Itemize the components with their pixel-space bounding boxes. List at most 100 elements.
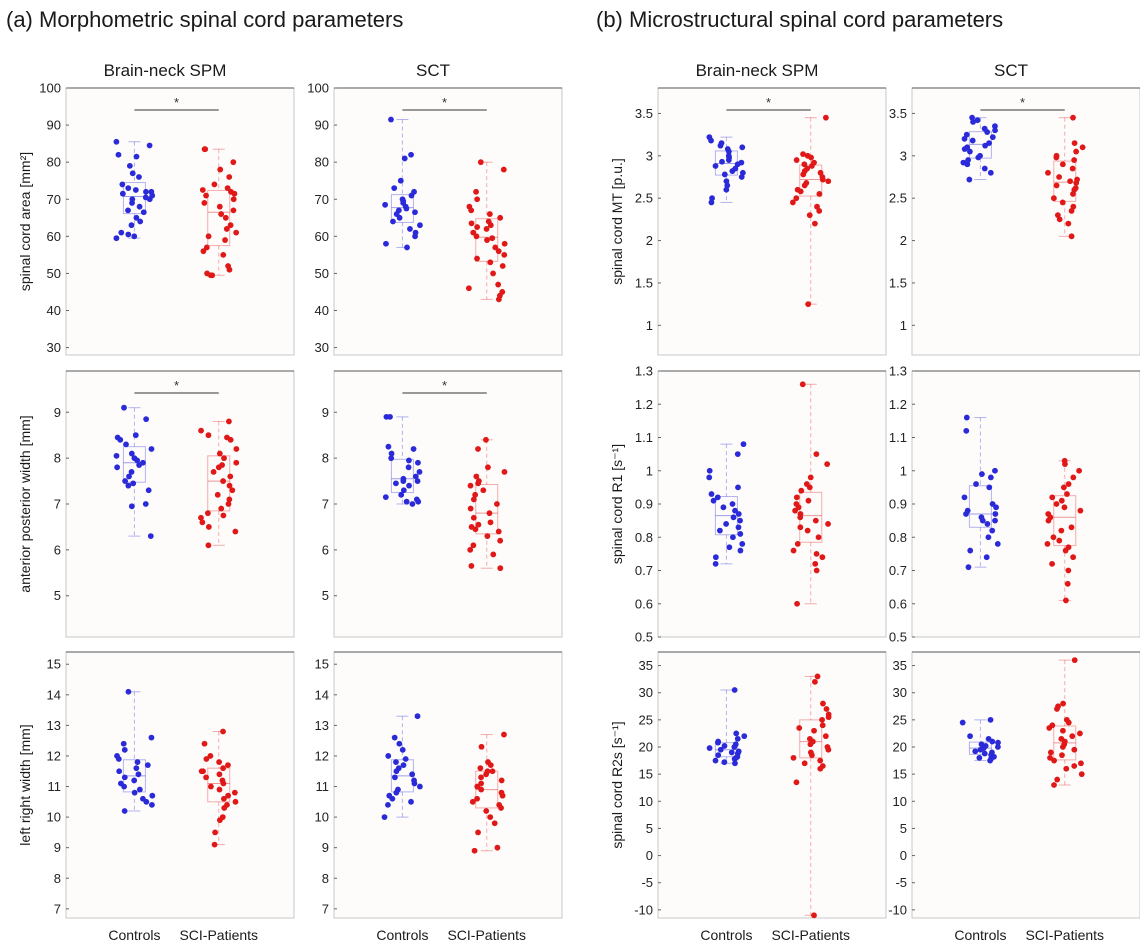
- data-point-patients: [478, 743, 485, 750]
- data-point-patients: [487, 814, 494, 821]
- data-point-controls: [125, 688, 132, 695]
- data-point-patients: [794, 541, 801, 547]
- data-point-patients: [1071, 657, 1078, 664]
- data-point-controls: [416, 783, 423, 790]
- data-point-patients: [501, 468, 508, 475]
- data-point-patients: [467, 482, 474, 489]
- data-point-controls: [967, 733, 973, 740]
- data-point-patients: [1073, 148, 1080, 155]
- y-tick-label: 0: [900, 848, 907, 863]
- data-point-controls: [144, 762, 151, 769]
- data-point-controls: [401, 155, 408, 162]
- data-point-controls: [126, 162, 133, 169]
- data-point-controls: [741, 733, 748, 740]
- data-point-patients: [501, 731, 507, 738]
- data-point-patients: [226, 418, 232, 425]
- data-point-controls: [974, 117, 981, 124]
- data-point-controls: [381, 814, 388, 821]
- data-point-controls: [984, 521, 991, 527]
- data-point-patients: [220, 765, 226, 772]
- data-point-patients: [811, 912, 817, 919]
- data-point-controls: [732, 760, 738, 767]
- subplot-2-3: -10 -5 0 5 10 15 20 25 30 35 Controls SCI-Patients: [888, 651, 1140, 943]
- data-point-patients: [797, 524, 804, 531]
- y-tick-label: 10: [893, 794, 907, 809]
- data-point-patients: [1068, 208, 1075, 214]
- data-point-controls: [385, 443, 392, 450]
- data-point-patients: [223, 226, 230, 232]
- y-tick-label: 12: [315, 748, 329, 763]
- data-point-controls: [729, 501, 736, 507]
- data-point-controls: [993, 504, 999, 511]
- data-point-patients: [1078, 771, 1085, 778]
- data-point-patients: [216, 771, 223, 778]
- data-point-patients: [793, 494, 800, 501]
- data-point-patients: [1068, 233, 1075, 240]
- data-point-patients: [474, 255, 480, 262]
- data-point-controls: [989, 134, 996, 141]
- data-point-patients: [824, 461, 831, 467]
- data-point-patients: [1062, 461, 1068, 467]
- data-point-controls: [717, 142, 724, 149]
- data-point-patients: [1070, 474, 1077, 481]
- y-tick-label: 3: [900, 148, 907, 163]
- data-point-patients: [794, 600, 800, 607]
- iqr-box: [1053, 725, 1077, 761]
- data-point-patients: [1053, 182, 1060, 189]
- data-point-controls: [720, 504, 727, 511]
- y-axis-label: spinal cord area [mm²]: [17, 152, 33, 291]
- data-point-controls: [134, 759, 141, 765]
- data-point-patients: [218, 211, 225, 217]
- data-point-controls: [987, 169, 994, 176]
- y-tick-label: 20: [639, 740, 653, 755]
- y-tick-label: 8: [54, 451, 61, 466]
- data-point-patients: [1056, 174, 1062, 180]
- data-point-controls: [959, 719, 966, 726]
- data-point-controls: [113, 235, 120, 242]
- data-point-controls: [981, 165, 988, 172]
- plot-area: [657, 651, 887, 919]
- data-point-controls: [128, 222, 135, 229]
- data-point-controls: [132, 187, 139, 193]
- y-tick-label: 15: [639, 767, 653, 782]
- y-tick-label: 11: [316, 779, 330, 794]
- y-tick-label: 80: [47, 155, 61, 170]
- plot-area: [65, 87, 295, 356]
- data-point-patients: [489, 768, 496, 775]
- data-point-patients: [477, 765, 484, 772]
- data-point-patients: [1050, 534, 1057, 541]
- y-axis-label: spinal cord MT [p.u.]: [609, 158, 625, 285]
- y-tick-label: 1.3: [889, 364, 907, 379]
- y-tick-label: 35: [893, 658, 907, 673]
- data-point-controls: [992, 511, 999, 517]
- data-point-patients: [207, 753, 214, 759]
- data-point-controls: [731, 756, 738, 762]
- data-point-patients: [495, 528, 502, 535]
- data-point-controls: [975, 154, 982, 161]
- data-point-controls: [383, 240, 389, 247]
- y-tick-label: 1: [900, 463, 907, 478]
- data-point-controls: [389, 795, 396, 802]
- data-point-patients: [1059, 199, 1066, 206]
- data-point-controls: [149, 801, 155, 808]
- y-tick-label: 0.9: [635, 497, 653, 512]
- data-point-patients: [225, 501, 232, 507]
- data-point-patients: [490, 551, 497, 558]
- data-point-patients: [470, 542, 477, 549]
- data-point-controls: [382, 201, 389, 208]
- data-point-patients: [230, 196, 237, 203]
- data-point-controls: [391, 185, 398, 192]
- data-point-patients: [470, 496, 477, 503]
- data-point-patients: [217, 166, 224, 173]
- data-point-patients: [208, 783, 214, 790]
- y-tick-label: 15: [47, 657, 61, 672]
- data-point-controls: [133, 214, 140, 221]
- data-point-controls: [118, 229, 125, 236]
- data-point-patients: [468, 563, 475, 569]
- y-tick-label: 50: [47, 266, 61, 281]
- data-point-controls: [963, 511, 969, 517]
- data-point-controls: [148, 446, 155, 452]
- x-category-label: SCI-Patients: [447, 927, 526, 943]
- data-point-controls: [133, 153, 140, 160]
